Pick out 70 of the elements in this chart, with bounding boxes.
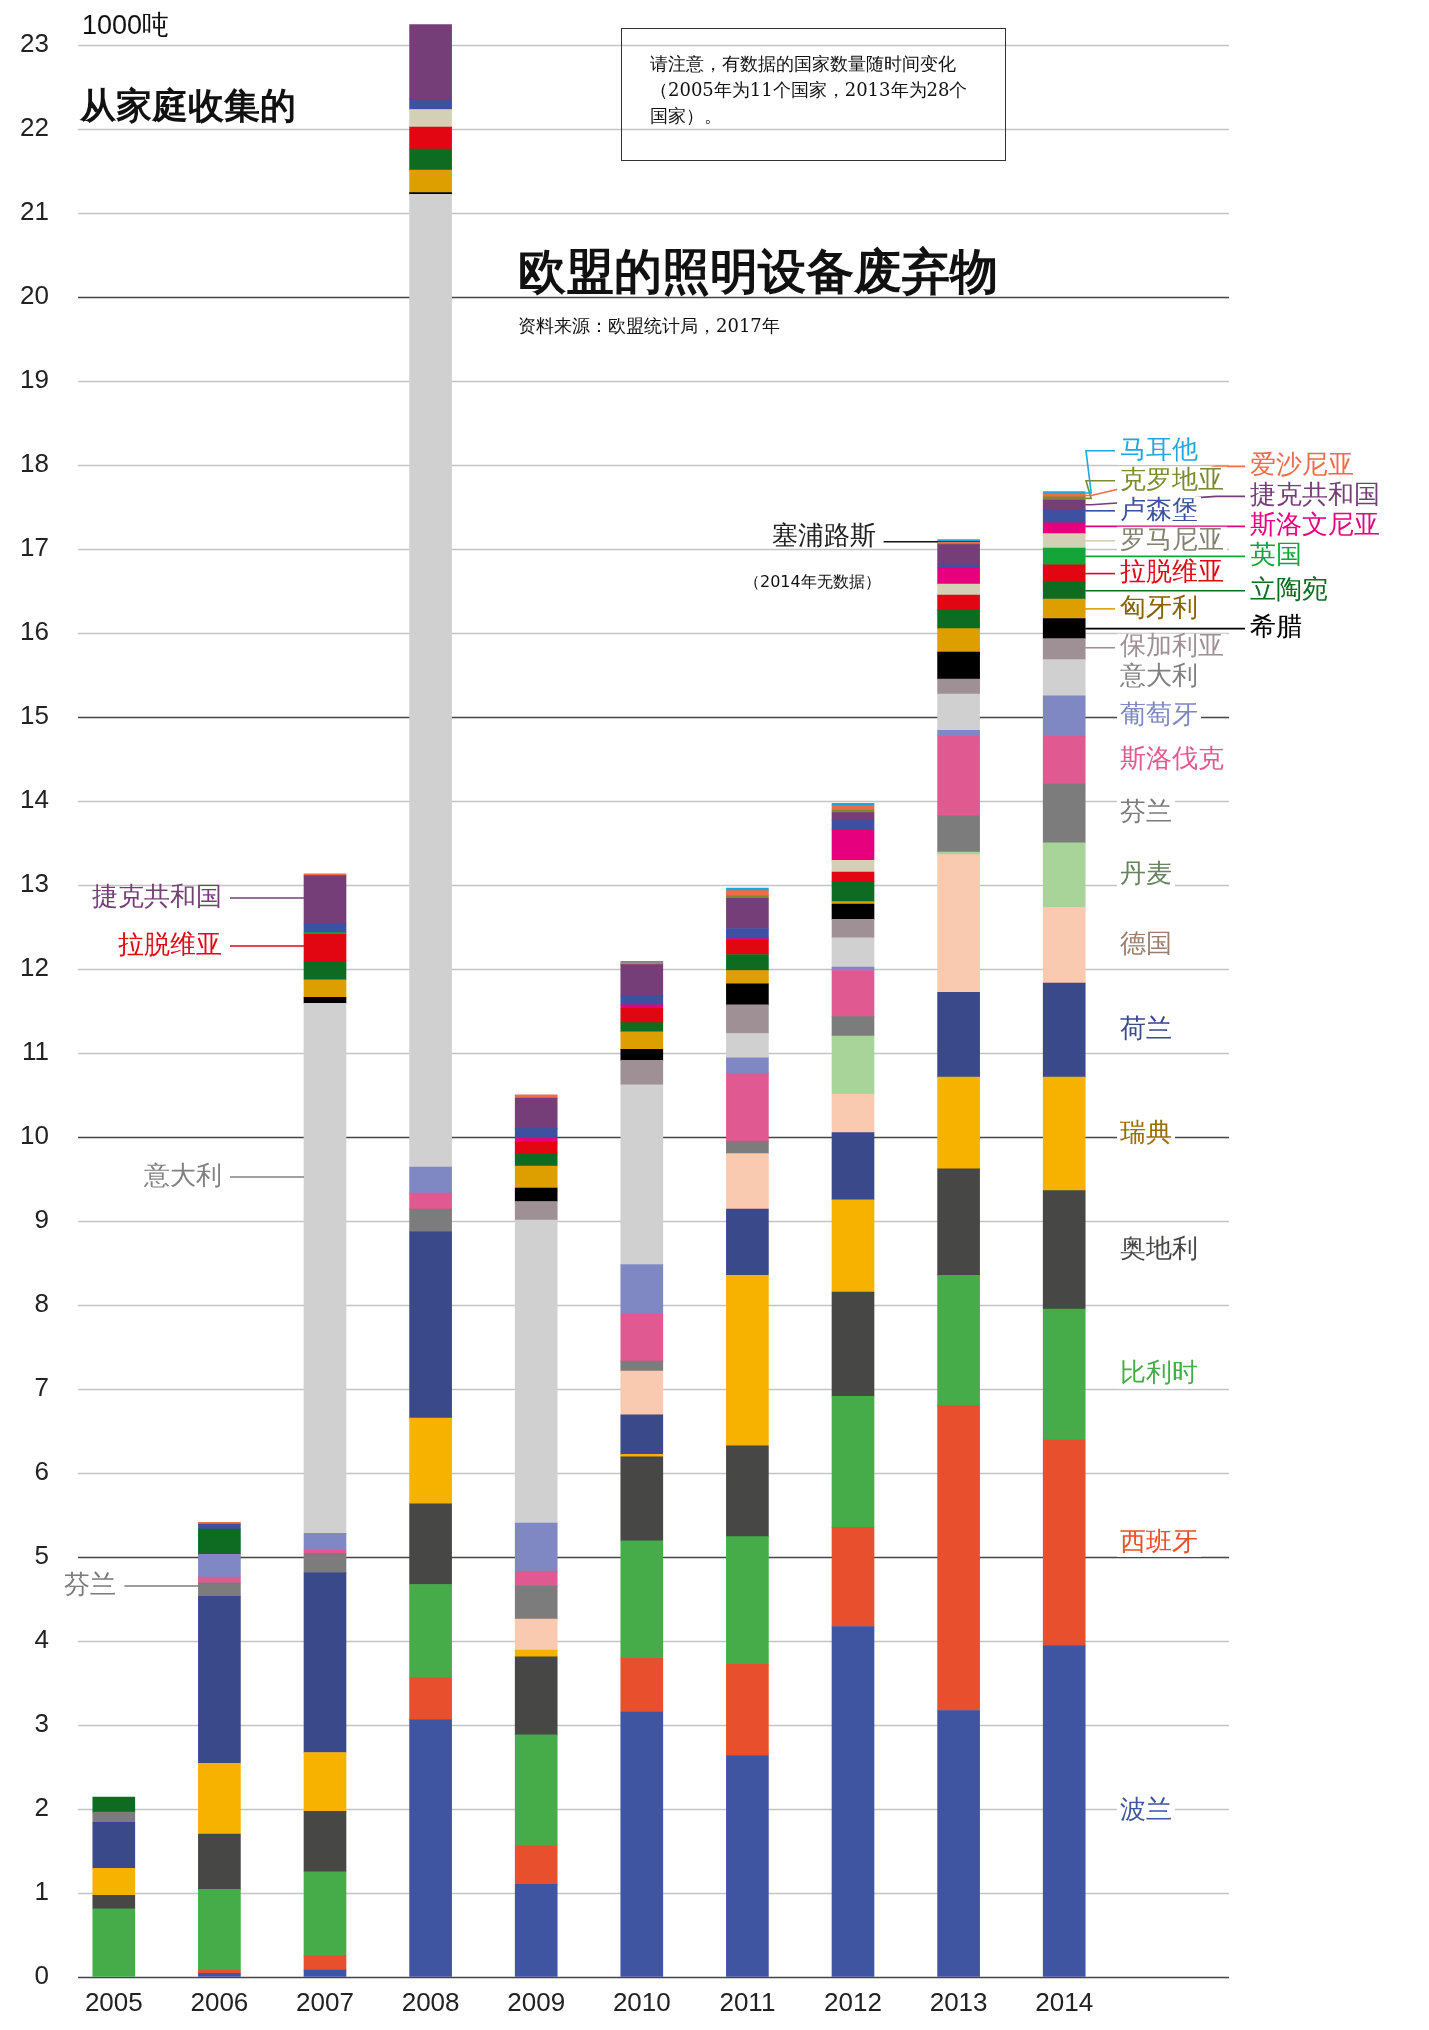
y-tick-label: 0 — [34, 1959, 49, 1990]
y-tick-label: 12 — [20, 951, 49, 982]
y-tick-label: 18 — [20, 447, 49, 478]
series-label: 德国 — [1120, 928, 1172, 959]
x-tick-label: 2005 — [84, 1986, 143, 2017]
series-label: 波兰 — [1120, 1794, 1172, 1825]
text: 塞浦路斯 — [771, 520, 876, 551]
series-label: 芬兰 — [1120, 796, 1172, 827]
annotation: 捷克共和国 — [92, 880, 222, 911]
annotation: 拉脱维亚 — [118, 928, 222, 959]
annotation: 资料来源：欧盟统计局，2017年 — [518, 314, 780, 338]
x-tick-label: 2009 — [507, 1986, 566, 2017]
series-label: 西班牙 — [1120, 1525, 1198, 1556]
series-label: 斯洛伐克 — [1120, 742, 1224, 773]
y-tick-label: 3 — [34, 1707, 49, 1738]
text: 爱沙尼亚 — [1250, 449, 1354, 480]
y-tick-label: 2 — [34, 1791, 49, 1822]
y-tick-label: 20 — [20, 279, 49, 310]
y-tick-label: 5 — [34, 1539, 49, 1570]
text: 捷克共和国 — [1250, 479, 1380, 510]
legend-label: 克罗地亚 — [1120, 463, 1224, 494]
legend-label: 卢森堡 — [1120, 493, 1198, 524]
y-axis-title: 1000吨 — [82, 9, 170, 42]
legend-label: 匈牙利 — [1120, 591, 1198, 622]
x-tick-label: 2011 — [719, 1986, 776, 2017]
y-tick-label: 6 — [34, 1455, 49, 1486]
y-tick-label: 15 — [20, 699, 49, 730]
series-label: 荷兰 — [1120, 1012, 1172, 1043]
y-tick-label: 21 — [20, 195, 49, 226]
y-tick-label: 16 — [20, 615, 49, 646]
x-tick-label: 2010 — [612, 1986, 671, 2017]
series-label: 丹麦 — [1120, 857, 1172, 888]
y-tick-label: 8 — [34, 1287, 49, 1318]
series-label: 葡萄牙 — [1120, 698, 1198, 729]
legend-label: 拉脱维亚 — [1120, 556, 1224, 587]
series-label: 马耳他 — [1120, 433, 1198, 464]
x-tick-label: 2007 — [296, 1986, 354, 2017]
text: 斯洛文尼亚 — [1250, 509, 1380, 540]
x-tick-label: 2014 — [1035, 1986, 1094, 2017]
text: 立陶宛 — [1250, 573, 1328, 604]
series-label: 瑞典 — [1120, 1116, 1172, 1147]
y-tick-label: 19 — [20, 363, 49, 394]
x-tick-label: 2013 — [929, 1986, 988, 2017]
y-tick-label: 4 — [34, 1623, 49, 1654]
y-tick-label: 9 — [34, 1203, 49, 1234]
y-tick-label: 13 — [20, 867, 49, 898]
annotation: 芬兰 — [64, 1568, 117, 1599]
x-tick-label: 2006 — [190, 1986, 249, 2017]
series-label: 奥地利 — [1120, 1232, 1198, 1263]
y-tick-label: 22 — [20, 111, 49, 142]
legend-label: 保加利亚 — [1120, 630, 1224, 661]
x-tick-label: 2008 — [401, 1986, 460, 2017]
series-label: 意大利 — [1119, 660, 1198, 691]
legend-label: 罗马尼亚 — [1120, 523, 1224, 554]
y-tick-label: 11 — [22, 1035, 49, 1066]
y-tick-label: 17 — [20, 531, 49, 562]
y-tick-label: 14 — [20, 783, 49, 814]
text: 英国 — [1250, 539, 1302, 570]
y-tick-label: 23 — [20, 27, 49, 58]
y-tick-label: 7 — [34, 1371, 49, 1402]
annotation: 请注意，有数据的国家数量随时间变化（2005年为11个国家，2013年为28个国家）。 — [621, 28, 1006, 161]
text: 希腊 — [1250, 611, 1302, 642]
y-tick-label: 10 — [20, 1119, 49, 1150]
text: 从家庭收集的 — [80, 84, 296, 128]
annotation: 意大利 — [143, 1159, 222, 1190]
y-tick-label: 1 — [34, 1875, 49, 1906]
x-tick-label: 2012 — [824, 1986, 882, 2017]
annotation: （2014年无数据） — [744, 572, 881, 593]
text: 欧盟的照明设备废弃物 — [518, 242, 998, 301]
series-label: 比利时 — [1120, 1357, 1198, 1388]
